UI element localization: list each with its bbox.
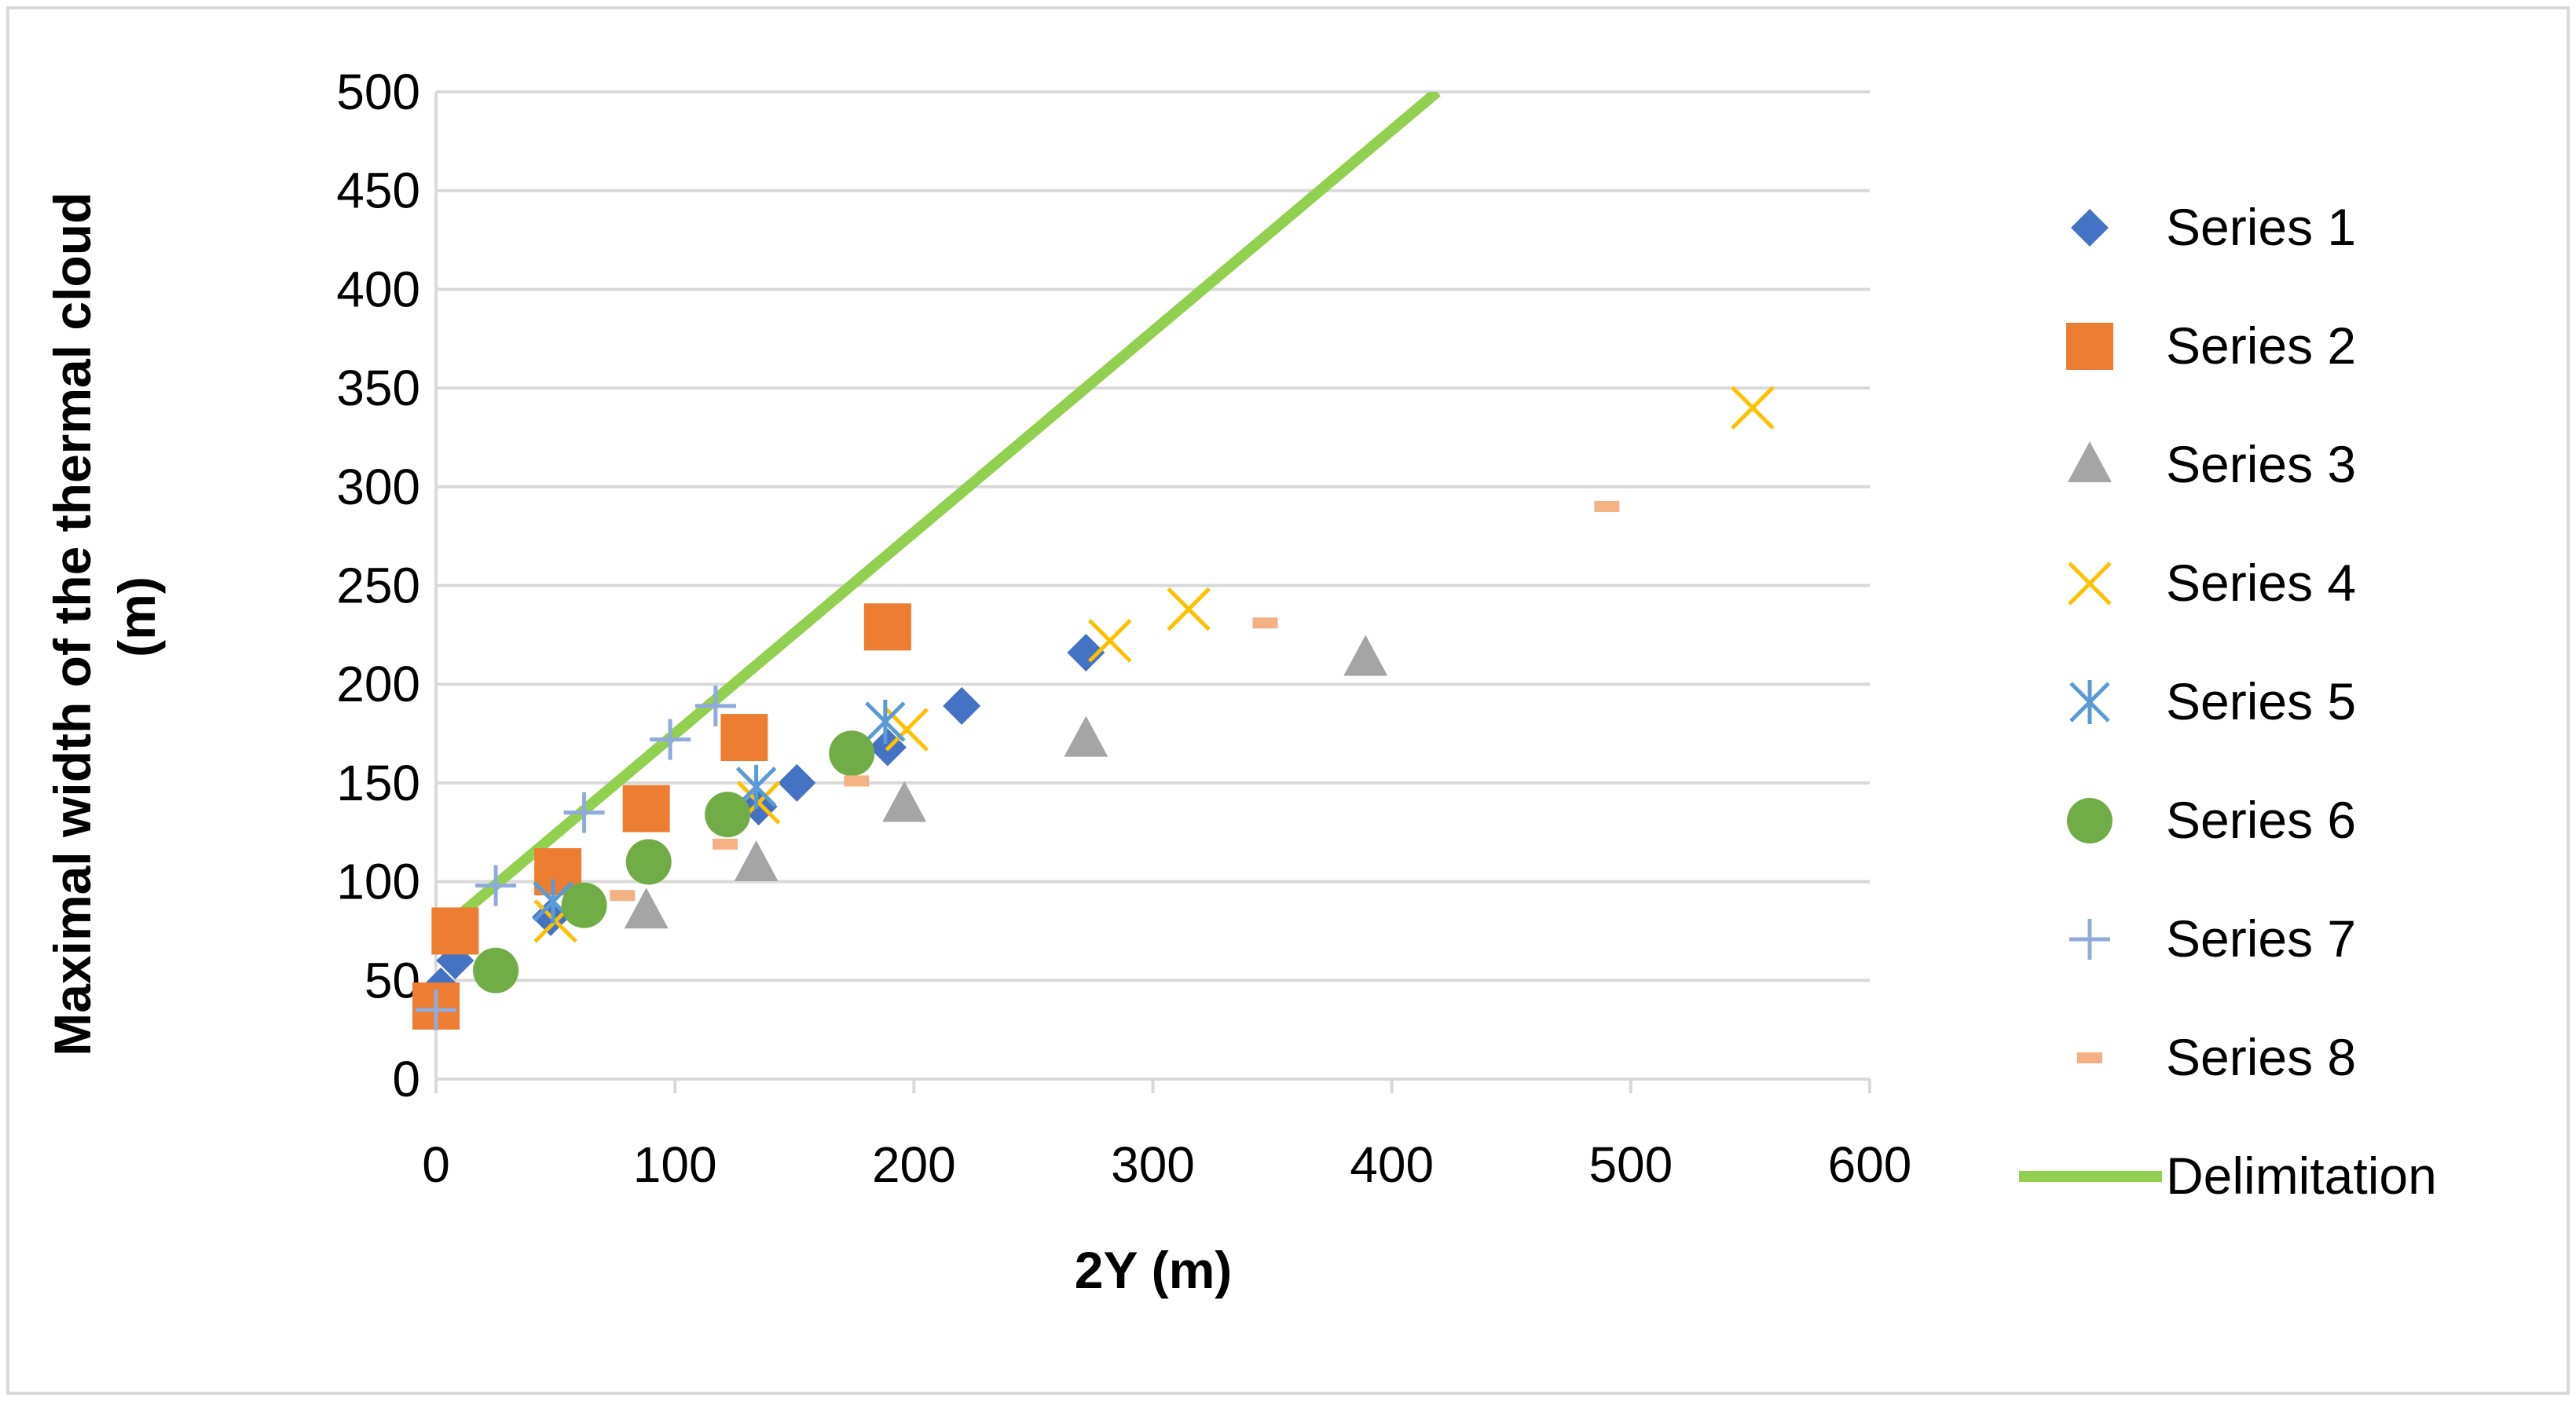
legend-label-series-8: Series 8 bbox=[2166, 1028, 2356, 1086]
legend-marker-series-4 bbox=[2068, 562, 2112, 606]
point-series-7 bbox=[694, 685, 736, 726]
legend-label-series-7: Series 7 bbox=[2166, 909, 2356, 968]
point-series-8 bbox=[844, 775, 870, 787]
y-tick-label: 400 bbox=[336, 261, 420, 317]
series-5 bbox=[533, 699, 906, 924]
series-8 bbox=[610, 500, 1620, 902]
legend-label-delimitation: Delimitation bbox=[2166, 1147, 2437, 1205]
point-series-8 bbox=[713, 838, 738, 850]
x-tick-label: 500 bbox=[1588, 1136, 1673, 1193]
point-series-3 bbox=[624, 887, 669, 929]
legend-label-series-2: Series 2 bbox=[2166, 316, 2356, 375]
point-series-5 bbox=[865, 699, 906, 744]
x-tick-label: 100 bbox=[633, 1136, 717, 1193]
point-series-4 bbox=[1087, 619, 1132, 663]
point-series-3 bbox=[734, 840, 779, 881]
point-series-8 bbox=[1252, 617, 1278, 629]
point-series-2 bbox=[622, 785, 670, 832]
point-series-6 bbox=[625, 839, 672, 885]
y-axis-title-line-1: Maximal width of the thermal cloud bbox=[43, 192, 101, 1056]
point-series-1 bbox=[1067, 633, 1105, 671]
point-series-4 bbox=[1167, 587, 1211, 631]
point-series-6 bbox=[561, 882, 607, 928]
legend-label-series-6: Series 6 bbox=[2166, 791, 2356, 849]
point-series-2 bbox=[720, 714, 768, 762]
legend-marker-series-8 bbox=[2077, 1052, 2102, 1063]
point-series-8 bbox=[610, 890, 636, 902]
point-series-6 bbox=[829, 730, 875, 777]
delimitation-layer bbox=[432, 92, 1441, 939]
point-series-2 bbox=[863, 603, 911, 651]
y-tick-label: 250 bbox=[336, 558, 420, 614]
gridlines bbox=[436, 90, 1870, 982]
legend-marker-series-3 bbox=[2068, 441, 2112, 482]
legend-label-series-1: Series 1 bbox=[2166, 198, 2356, 256]
y-tick-label: 350 bbox=[336, 360, 420, 416]
y-tick-label: 300 bbox=[336, 459, 420, 515]
point-series-8 bbox=[1594, 500, 1620, 512]
data-points bbox=[412, 386, 1775, 1031]
legend-marker-series-2 bbox=[2066, 323, 2113, 370]
point-series-6 bbox=[705, 792, 751, 838]
y-tick-label: 0 bbox=[392, 1051, 420, 1107]
y-tick-label: 100 bbox=[336, 854, 420, 910]
y-tick-label: 150 bbox=[336, 755, 420, 811]
point-series-7 bbox=[475, 865, 517, 906]
y-tick-label: 50 bbox=[365, 952, 420, 1008]
legend-marker-series-5 bbox=[2069, 680, 2110, 724]
point-series-3 bbox=[882, 781, 927, 822]
point-series-6 bbox=[473, 947, 519, 993]
point-series-1 bbox=[778, 763, 816, 802]
axes: 0 50 100 150 200 250 300 350 400 450 500 0 100 200 300… bbox=[336, 64, 1911, 1193]
x-tick-label: 300 bbox=[1111, 1136, 1195, 1193]
point-series-7 bbox=[416, 990, 456, 1031]
point-series-3 bbox=[1064, 715, 1108, 757]
series-7 bbox=[416, 685, 736, 1031]
point-series-4 bbox=[1731, 386, 1775, 430]
y-axis-title: Maximal width of the thermal cloud (m) bbox=[43, 177, 166, 1056]
legend-marker-series-6 bbox=[2067, 798, 2112, 843]
legend-marker-series-7 bbox=[2069, 919, 2110, 960]
point-series-2 bbox=[431, 907, 479, 955]
point-series-7 bbox=[650, 719, 691, 760]
point-series-1 bbox=[943, 686, 981, 725]
legend-label-series-3: Series 3 bbox=[2166, 435, 2356, 493]
x-tick-label: 0 bbox=[422, 1136, 450, 1193]
legend-marker-series-1 bbox=[2071, 209, 2109, 247]
point-series-3 bbox=[1343, 635, 1388, 676]
y-axis-title-line-2: (m) bbox=[108, 576, 166, 657]
x-tick-label: 200 bbox=[872, 1136, 956, 1193]
y-tick-label: 500 bbox=[336, 64, 420, 120]
point-series-7 bbox=[563, 792, 605, 833]
series-4 bbox=[533, 386, 1775, 943]
series-6 bbox=[473, 730, 875, 993]
legend: Series 1 Series 2 Series 3 Series 4 Series 5… bbox=[2019, 198, 2437, 1205]
series-3 bbox=[624, 635, 1388, 929]
y-tick-label: 200 bbox=[336, 656, 420, 712]
legend-label-series-5: Series 5 bbox=[2166, 672, 2356, 730]
y-tick-label: 450 bbox=[336, 163, 420, 219]
x-tick-label: 400 bbox=[1350, 1136, 1434, 1193]
legend-label-series-4: Series 4 bbox=[2166, 554, 2356, 612]
delimitation-line bbox=[432, 92, 1441, 939]
x-tick-label: 600 bbox=[1828, 1136, 1912, 1193]
x-axis-title: 2Y (m) bbox=[1075, 1241, 1233, 1299]
